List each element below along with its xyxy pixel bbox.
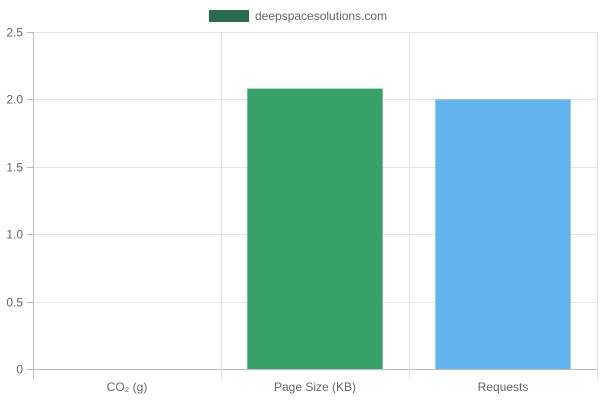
x-tick-label: Page Size (KB)	[274, 380, 356, 394]
y-tick-label: 2.5	[6, 26, 23, 40]
bar[interactable]	[435, 99, 571, 370]
y-tick-label: 0.5	[6, 296, 23, 310]
bars	[247, 88, 571, 370]
x-axis-category-labels: CO₂ (g) Page Size (KB) Requests	[107, 380, 529, 394]
legend[interactable]: deepspacesolutions.com	[209, 9, 387, 23]
y-tick-label: 1.0	[6, 228, 23, 242]
x-tick-label: Requests	[478, 380, 529, 394]
legend-label[interactable]: deepspacesolutions.com	[255, 9, 387, 23]
legend-swatch[interactable]	[209, 10, 249, 22]
bar[interactable]	[247, 88, 383, 369]
y-axis-tick-labels: 0 0.5 1.0 1.5 2.0 2.5	[6, 26, 23, 377]
y-tick-label: 2.0	[6, 93, 23, 107]
x-tick-label: CO₂ (g)	[107, 380, 148, 394]
y-tick-label: 0	[16, 363, 23, 377]
y-tick-label: 1.5	[6, 161, 23, 175]
